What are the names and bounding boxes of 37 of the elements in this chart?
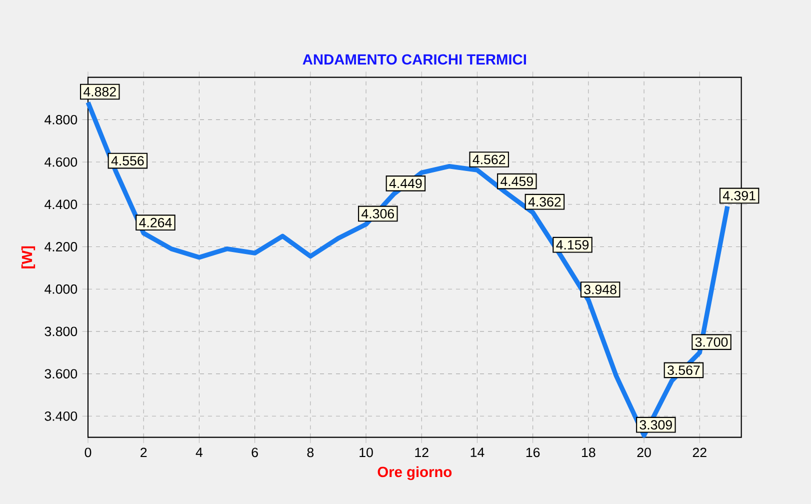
y-tick-label: 4.800 — [44, 114, 78, 124]
text: 3.700 — [695, 337, 728, 347]
x-tick-label: 14 — [470, 448, 484, 457]
y-tick-label: 4.600 — [44, 157, 78, 167]
x-tick-label: 18 — [582, 448, 596, 458]
x-tick-label: 12 — [415, 448, 428, 458]
text: 4.306 — [362, 208, 394, 218]
x-tick-label: 20 — [637, 448, 651, 458]
y-tick-label: 4.400 — [44, 200, 78, 210]
x-tick-label: 6 — [252, 448, 258, 458]
x-tick-label: 8 — [307, 448, 314, 458]
y-tick-label: 4.200 — [44, 242, 78, 252]
text: 4.459 — [500, 176, 533, 186]
text: 3.948 — [584, 284, 616, 294]
text: 4.362 — [528, 197, 561, 207]
text: 3.309 — [640, 420, 672, 430]
text: 4.882 — [84, 87, 116, 96]
text: 4.391 — [722, 190, 756, 200]
x-tick-label: 4 — [196, 448, 203, 457]
text: 3.567 — [668, 365, 700, 375]
text: 4.264 — [139, 218, 172, 228]
chart-title: ANDAMENTO CARICHI TERMICI — [302, 54, 526, 65]
x-tick-label: 16 — [526, 448, 540, 458]
x-tick-label: 2 — [140, 448, 147, 458]
text: 4.562 — [472, 154, 506, 164]
x-tick-label: 0 — [84, 448, 92, 458]
x-tick-label: 10 — [360, 448, 373, 458]
y-axis-title: [W] — [21, 246, 36, 268]
y-tick-label: 3.600 — [44, 369, 78, 379]
text: 4.159 — [556, 240, 589, 250]
y-tick-label: 3.400 — [44, 411, 78, 421]
x-tick-label: 22 — [692, 448, 706, 458]
x-axis-title: Ore giorno — [378, 466, 452, 480]
text: 4.556 — [111, 156, 144, 166]
y-tick-label: 4.000 — [44, 284, 78, 294]
text: 4.449 — [389, 178, 422, 188]
y-tick-label: 3.800 — [44, 326, 78, 336]
